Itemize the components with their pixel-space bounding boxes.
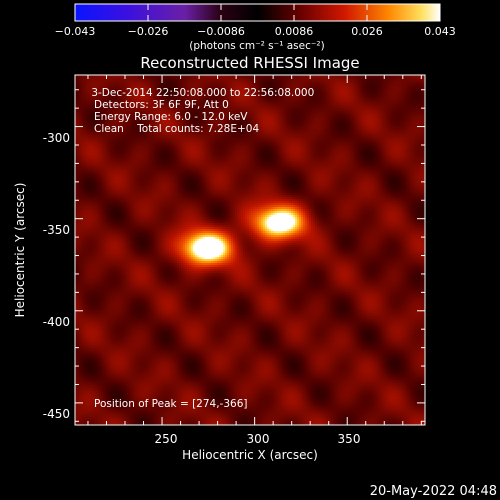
- colorbar-tick-label-5: 0.043: [424, 25, 456, 38]
- y-tick-label-350: -350: [43, 223, 70, 237]
- timestamp: 20-May-2022 04:48: [370, 484, 497, 499]
- x-tick-label-250: 250: [155, 432, 178, 446]
- info-time-range: 3-Dec-2014 22:50:08.000 to 22:56:08.000: [88, 87, 314, 99]
- colorbar-tick-label-3: 0.0086: [275, 25, 314, 38]
- x-axis-label: Heliocentric X (arcsec): [182, 448, 318, 462]
- x-tick-label-350: 350: [338, 432, 361, 446]
- colorbar-ticks: [74, 4, 441, 21]
- colorbar-tick-label-4: 0.026: [351, 25, 383, 38]
- colorbar-tick-label-2: −0.0086: [197, 25, 245, 38]
- y-tick-label-300: -300: [43, 131, 70, 145]
- colorbar-tick-label-1: −0.026: [128, 25, 169, 38]
- axis-ticks: [75, 75, 425, 425]
- x-tick-label-300: 300: [247, 432, 270, 446]
- y-axis-label: Heliocentric Y (arcsec): [13, 183, 27, 318]
- colorbar-unit-label: (photons cm⁻² s⁻¹ asec⁻²): [189, 40, 324, 52]
- peak-position-label: Position of Peak = [274,-366]: [94, 398, 248, 410]
- heatmap-image: [75, 75, 425, 425]
- y-tick-label-450: -450: [43, 407, 70, 421]
- info-energy-range: Energy Range: 6.0 - 12.0 keV: [94, 111, 248, 123]
- colorbar-tick-label-0: −0.043: [55, 25, 96, 38]
- y-tick-label-400: -400: [43, 315, 70, 329]
- chart-title: Reconstructed RHESSI Image: [140, 54, 359, 72]
- info-total-counts: Clean Total counts: 7.28E+04: [94, 123, 259, 135]
- info-detectors: Detectors: 3F 6F 9F, Att 0: [94, 99, 229, 111]
- colorbar: [74, 3, 441, 22]
- plot-frame: [74, 74, 426, 426]
